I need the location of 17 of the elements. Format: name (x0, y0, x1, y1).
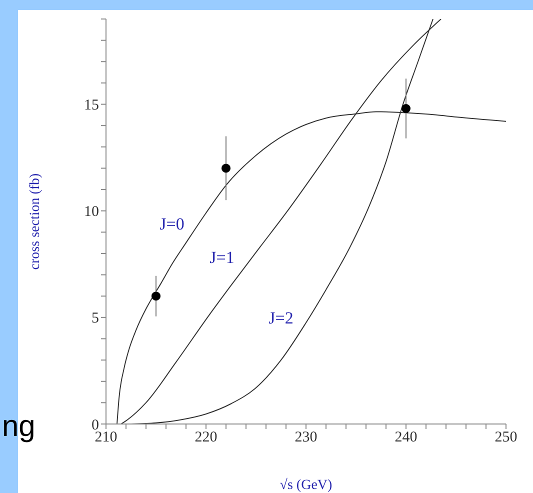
series-label: J=1 (210, 248, 234, 267)
y-tick-label: 15 (84, 98, 99, 114)
text: ng (2, 410, 36, 444)
x-tick-label: 220 (194, 430, 218, 446)
point (151, 292, 161, 301)
series-label: J=0 (160, 214, 184, 234)
y-axis-title: cross section (fb) (28, 172, 43, 270)
x-tick-label: 210 (94, 430, 118, 446)
series-label: J=2 (268, 308, 294, 328)
y-tick-label: 10 (84, 204, 99, 220)
x-axis-title: √s (GeV) (280, 477, 333, 493)
x-tick-label: 230 (294, 430, 318, 446)
y-tick-label: 5 (92, 310, 99, 327)
point (401, 104, 411, 114)
x-tick-label: 250 (494, 430, 518, 446)
point (221, 164, 231, 173)
x-tick-label: 240 (394, 430, 418, 446)
